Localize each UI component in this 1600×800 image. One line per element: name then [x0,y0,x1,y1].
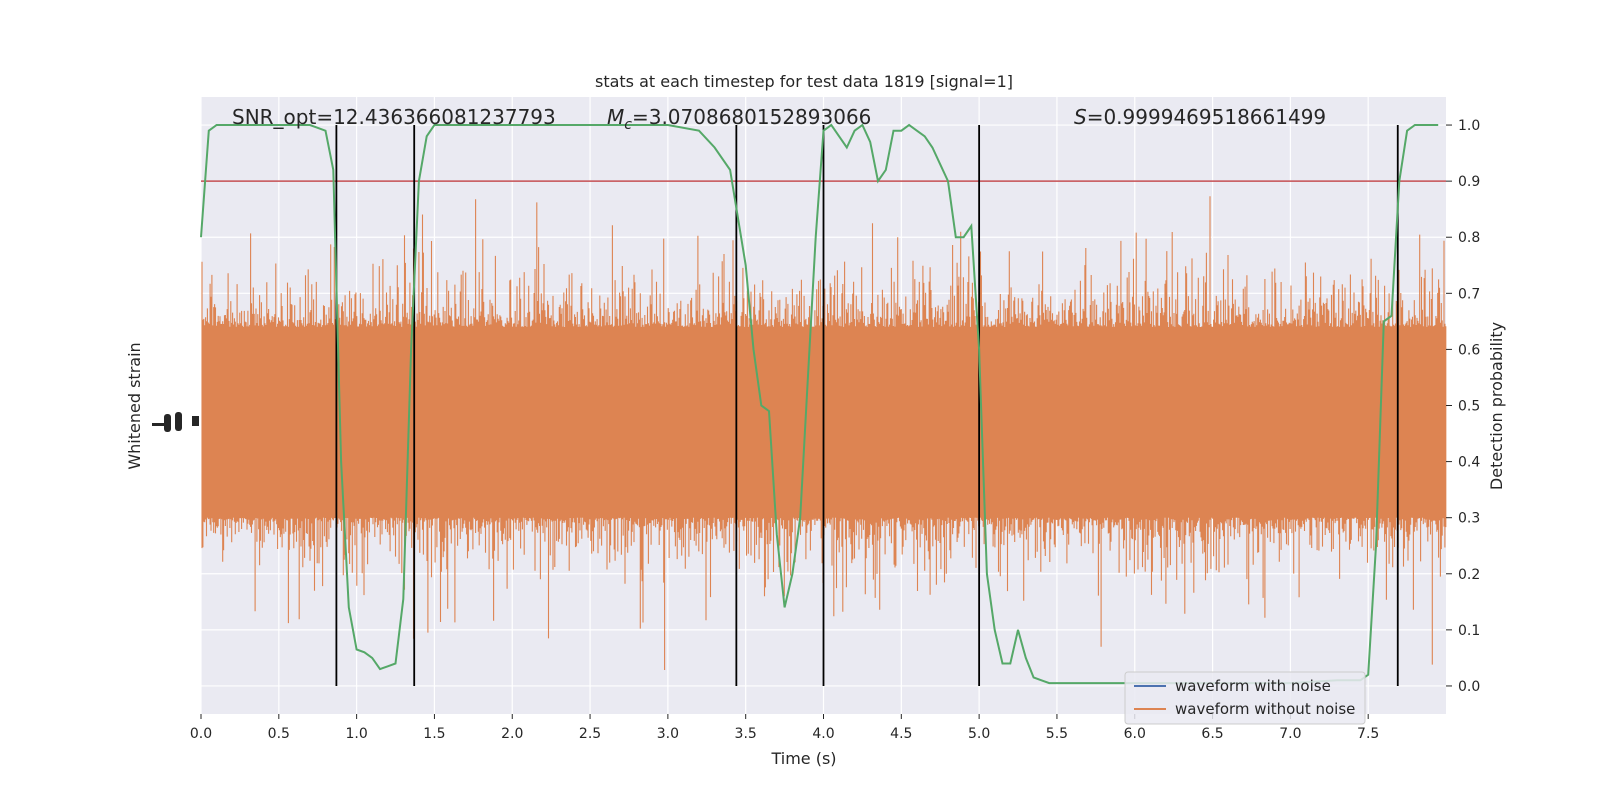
x-axis-label: Time (s) [770,749,836,768]
x-tick-label: 1.5 [423,726,445,742]
x-tick-label: 3.5 [735,726,757,742]
y-tick-label: 0.1 [1458,623,1480,639]
x-tick-label: 5.5 [1046,726,1068,742]
legend-box [1124,671,1366,725]
mc-value: =3.0708680152893066 [632,105,871,129]
mc-annotation: Mc=3.0708680152893066 [607,105,871,133]
x-tick-label: 6.0 [1124,726,1146,742]
y-tick-label: 0.4 [1458,455,1480,471]
y-tick-label: 0.0 [1458,679,1480,695]
x-tick-label: 0.0 [190,726,212,742]
y-tick-label: 1.0 [1458,118,1480,134]
y-tick-label: 0.8 [1458,230,1480,246]
y-tick-label: 0.6 [1458,342,1480,358]
x-tick-label: 4.0 [812,726,834,742]
x-tick-label: 5.0 [968,726,990,742]
s-value: =0.9999469518661499 [1087,105,1326,129]
left-axis-clutter [152,412,199,432]
legend: waveform with noise waveform without noi… [1124,671,1366,725]
vertical-markers [335,125,1399,686]
legend-label-without-noise: waveform without noise [1175,700,1355,718]
snr-annotation: SNR_opt=12.436366081237793 [232,105,556,129]
y-tick-label: 0.3 [1458,511,1480,527]
y-tick-label: 0.2 [1458,567,1480,583]
x-tick-label: 1.0 [345,726,367,742]
x-tick-label: 3.0 [657,726,679,742]
y-tick-label: 0.5 [1458,399,1480,415]
s-annotation: S=0.9999469518661499 [1074,105,1326,129]
x-tick-label: 6.5 [1201,726,1223,742]
x-tick-label: 2.0 [501,726,523,742]
y-axis-ticks-right: 0.0 0.1 0.2 0.3 0.4 0.5 0.6 0.7 0.8 0.9 1.0 [1446,118,1480,695]
mc-subscript: c [624,117,632,133]
y-axis-label-left: Whitened strain [125,342,144,469]
detection-probability-line [200,123,1439,685]
x-tick-label: 4.5 [890,726,912,742]
x-tick-label: 7.0 [1279,726,1301,742]
y-axis-label-right: Detection probability [1487,322,1506,490]
chart-title: stats at each timestep for test data 181… [595,72,1013,91]
s-symbol: S [1074,105,1087,129]
mc-symbol: M [607,105,624,129]
x-axis-ticks: 0.0 0.5 1.0 1.5 2.0 2.5 3.0 3.5 4.0 4.5 5.0 5.5 6.0 6… [190,714,1379,742]
y-tick-label: 0.9 [1458,174,1480,190]
x-tick-label: 0.5 [268,726,290,742]
y-tick-label: 0.7 [1458,286,1480,302]
x-tick-label: 7.5 [1357,726,1379,742]
x-tick-label: 2.5 [579,726,601,742]
legend-label-with-noise: waveform with noise [1175,677,1331,695]
